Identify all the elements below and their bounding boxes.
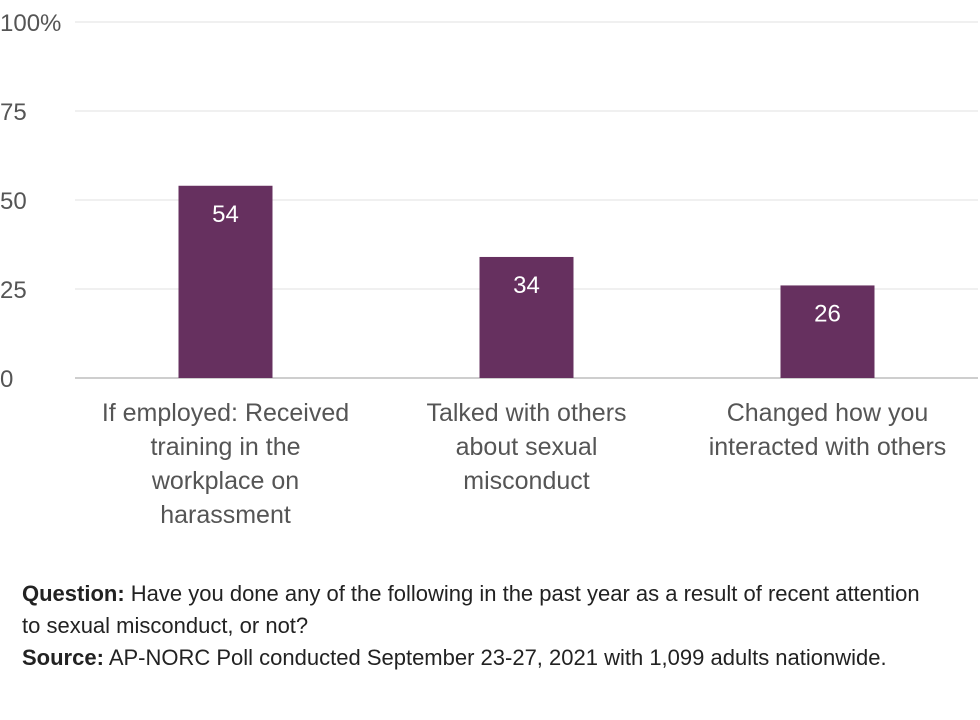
category-label: Talked with others about sexual misconduct: [426, 399, 626, 495]
category-label-line: interacted with others: [709, 433, 947, 461]
category-label-line: Talked with others: [426, 399, 626, 427]
category-label-line: training in the: [150, 433, 300, 461]
bars: [178, 185, 875, 378]
y-tick-label: 50: [0, 188, 27, 215]
chart-notes: Question: Have you done any of the follo…: [22, 578, 942, 674]
bar: [178, 185, 273, 378]
question-note: Question: Have you done any of the follo…: [22, 578, 942, 642]
question-text: Have you done any of the following in th…: [22, 581, 920, 638]
category-label: If employed: Received training in the work…: [102, 399, 349, 529]
y-tick-label: 100%: [0, 10, 61, 37]
category-label-line: misconduct: [463, 467, 589, 495]
category-labels: If employed: Received training in the work…: [102, 399, 946, 529]
category-label: Changed how you interacted with others: [709, 399, 947, 461]
source-note: Source: AP-NORC Poll conducted September…: [22, 642, 942, 674]
category-label-line: Changed how you: [727, 399, 929, 427]
data-label: 54: [212, 201, 239, 228]
source-key: Source:: [22, 645, 104, 670]
data-label: 26: [814, 300, 841, 327]
question-key: Question:: [22, 581, 125, 606]
bar: [780, 285, 875, 378]
category-label-line: If employed: Received: [102, 399, 349, 427]
data-label: 34: [513, 272, 540, 299]
y-tick-label: 25: [0, 277, 27, 304]
y-tick-label: 0: [0, 366, 13, 393]
y-axis-tick-labels: 0 25 50 75 100%: [0, 10, 61, 393]
source-text: AP-NORC Poll conducted September 23-27, …: [103, 645, 887, 670]
category-label-line: workplace on: [151, 467, 299, 495]
category-label-line: about sexual: [456, 433, 598, 461]
y-tick-label: 75: [0, 99, 27, 126]
bar: [479, 256, 574, 378]
bar-chart: 0 25 50 75 100% 54 34 26 If employed: Received…: [0, 10, 978, 529]
data-labels: 54 34 26: [212, 201, 841, 328]
category-label-line: harassment: [160, 501, 291, 529]
